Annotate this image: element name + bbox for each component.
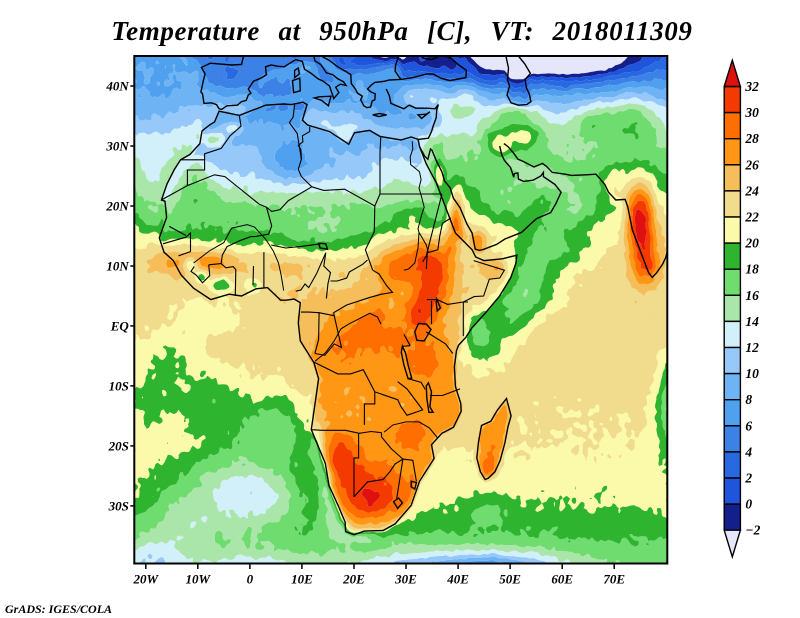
svg-text:50E: 50E [499,572,521,587]
svg-text:10N: 10N [106,259,129,274]
svg-text:8: 8 [745,392,752,407]
svg-text:10: 10 [745,366,759,381]
svg-text:12: 12 [745,340,759,355]
svg-text:30S: 30S [108,498,129,513]
svg-text:14: 14 [745,314,759,329]
svg-text:24: 24 [744,183,759,198]
svg-text:60E: 60E [551,572,573,587]
svg-text:28: 28 [744,131,759,146]
svg-text:70E: 70E [603,572,625,587]
svg-text:20E: 20E [342,572,365,587]
svg-text:18: 18 [745,262,759,277]
svg-text:40E: 40E [446,572,469,587]
svg-text:30: 30 [744,105,759,120]
svg-text:26: 26 [744,157,759,172]
svg-text:10E: 10E [291,572,313,587]
svg-text:20N: 20N [105,199,129,214]
svg-text:0: 0 [745,497,752,512]
svg-text:40N: 40N [105,79,129,94]
svg-text:GrADS: IGES/COLA: GrADS: IGES/COLA [5,602,112,616]
svg-text:0: 0 [247,572,254,587]
svg-text:20S: 20S [108,438,129,453]
svg-text:30E: 30E [394,572,417,587]
svg-text:6: 6 [745,418,752,433]
svg-text:20: 20 [744,236,759,251]
svg-text:Temperature at 950hPa [C], VT:: Temperature at 950hPa [C], VT: 201801130… [111,16,692,46]
svg-text:22: 22 [744,210,759,225]
svg-text:−2: −2 [745,523,760,538]
svg-text:16: 16 [745,288,759,303]
svg-text:EQ: EQ [110,318,130,333]
svg-text:2: 2 [744,471,752,486]
svg-text:30N: 30N [105,139,129,154]
svg-text:4: 4 [744,444,752,459]
svg-text:20W: 20W [133,572,160,587]
svg-text:32: 32 [744,79,759,94]
svg-text:10W: 10W [186,572,212,587]
svg-text:10S: 10S [109,378,129,393]
